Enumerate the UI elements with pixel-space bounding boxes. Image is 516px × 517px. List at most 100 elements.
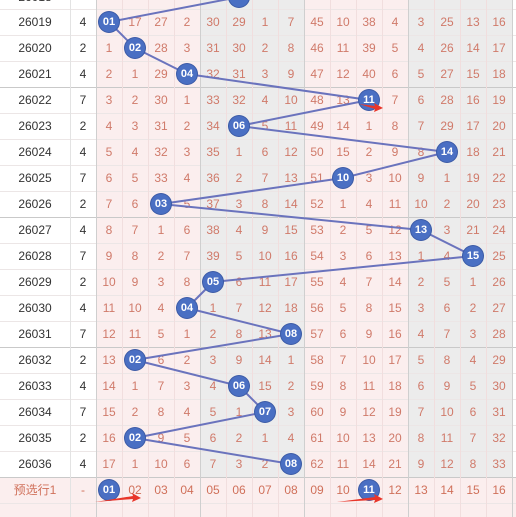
miss-cell: 32 [492, 431, 506, 445]
miss-cell: 4 [209, 379, 217, 393]
miss-cell: 4 [417, 327, 425, 341]
miss-cell: 8 [105, 223, 113, 237]
miss-cell: 11 [128, 327, 142, 341]
miss-cell: 3 [417, 301, 425, 315]
miss-cell: 6 [443, 301, 451, 315]
miss-cell: 28 [440, 93, 454, 107]
miss-cell: 15 [284, 223, 298, 237]
miss-cell: 31 [492, 405, 506, 419]
miss-cell: 61 [310, 431, 324, 445]
miss-cell: 13 [388, 249, 402, 263]
count-cell: 2 [79, 431, 87, 445]
miss-cell: 13 [102, 353, 116, 367]
miss-cell: 6 [339, 327, 347, 341]
hit-ball: 05 [203, 272, 223, 292]
miss-cell: 10 [414, 197, 428, 211]
miss-cell: 2 [469, 301, 477, 315]
miss-cell: 8 [469, 457, 477, 471]
period-cell: 26031 [18, 327, 52, 341]
miss-cell: 15 [466, 67, 480, 81]
miss-cell: 28 [154, 41, 168, 55]
miss-cell: 2 [235, 431, 243, 445]
miss-cell: 1 [131, 379, 139, 393]
miss-cell: 9 [443, 379, 451, 393]
count-cell: 4 [79, 301, 87, 315]
miss-cell: 9 [131, 275, 139, 289]
miss-cell: 5 [235, 249, 243, 263]
miss-cell: 3 [261, 67, 269, 81]
prediction-cell: 16 [492, 483, 506, 497]
miss-cell: 1 [261, 431, 269, 445]
miss-cell: 16 [466, 93, 480, 107]
prediction-label: 预选行1 [13, 483, 57, 497]
miss-cell: 20 [466, 197, 480, 211]
miss-cell: 13 [336, 93, 350, 107]
prediction-cell: 14 [440, 483, 454, 497]
miss-cell: 27 [440, 67, 454, 81]
miss-cell: 38 [362, 15, 376, 29]
miss-cell: 5 [261, 119, 269, 133]
prediction-ball[interactable]: 11 [359, 480, 379, 500]
period-cell: 26035 [18, 431, 52, 445]
prediction-cell: 10 [336, 483, 350, 497]
prediction-cell: 06 [232, 483, 246, 497]
miss-cell: 7 [287, 15, 295, 29]
miss-cell: 2 [183, 353, 191, 367]
period-cell: 26018 [0, 0, 70, 10]
miss-cell: 12 [336, 67, 350, 81]
count-cell: 4 [79, 223, 87, 237]
miss-cell: 13 [258, 327, 272, 341]
miss-cell: 14 [102, 379, 116, 393]
miss-cell: 10 [440, 405, 454, 419]
count-cell: 4 [79, 145, 87, 159]
miss-cell: 7 [105, 197, 113, 211]
miss-cell: 52 [310, 197, 324, 211]
miss-cell: 7 [469, 431, 477, 445]
prediction-ball[interactable]: 01 [99, 480, 119, 500]
miss-cell: 7 [157, 379, 165, 393]
miss-cell: 40 [362, 67, 376, 81]
miss-cell: 3 [287, 405, 295, 419]
period-cell: 26019 [18, 15, 52, 29]
miss-cell: 8 [157, 405, 165, 419]
miss-cell: 31 [154, 119, 168, 133]
count-cell: 4 [79, 379, 87, 393]
miss-cell: 2 [287, 379, 295, 393]
miss-cell: 4 [339, 275, 347, 289]
period-cell: 26025 [18, 171, 52, 185]
hit-ball: 06 [229, 116, 249, 136]
miss-cell: 3 [365, 171, 373, 185]
miss-cell: 17 [388, 353, 402, 367]
miss-cell: 8 [261, 197, 269, 211]
miss-cell: 3 [235, 197, 243, 211]
miss-cell: 9 [157, 431, 165, 445]
miss-cell: 9 [417, 171, 425, 185]
miss-cell: 51 [310, 171, 324, 185]
miss-cell: 23 [492, 197, 506, 211]
miss-cell: 1 [417, 249, 425, 263]
miss-cell: 55 [310, 275, 324, 289]
miss-cell: 32 [206, 67, 220, 81]
miss-cell: 7 [391, 93, 399, 107]
hit-ball: 03 [151, 194, 171, 214]
miss-cell: 6 [157, 353, 165, 367]
miss-cell: 11 [336, 41, 350, 55]
period-cell: 26021 [18, 67, 52, 81]
miss-cell: 20 [492, 119, 506, 133]
miss-cell: 1 [365, 119, 373, 133]
miss-cell: 2 [209, 327, 217, 341]
miss-cell: 13 [466, 15, 480, 29]
miss-cell: 2 [157, 249, 165, 263]
miss-cell: 7 [417, 119, 425, 133]
miss-cell: 8 [417, 431, 425, 445]
miss-cell: 3 [105, 93, 113, 107]
prediction-cell: 13 [414, 483, 428, 497]
miss-cell: 14 [258, 353, 272, 367]
miss-cell: 19 [492, 93, 506, 107]
miss-cell: 60 [310, 405, 324, 419]
miss-cell: 16 [284, 249, 298, 263]
miss-cell: 12 [388, 223, 402, 237]
miss-cell: 15 [102, 405, 116, 419]
miss-cell: 26 [440, 41, 454, 55]
miss-cell: 3 [131, 119, 139, 133]
